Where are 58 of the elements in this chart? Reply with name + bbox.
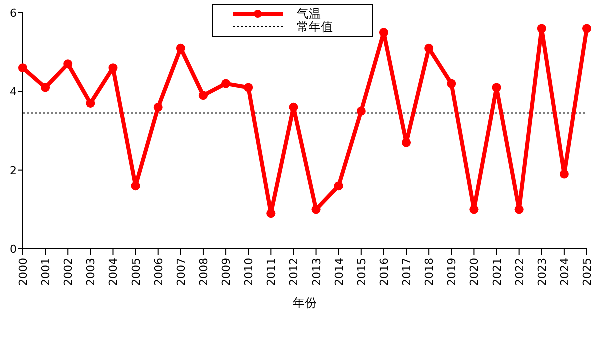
- x-tick-label: 2021: [490, 258, 504, 286]
- y-tick-label: 6: [10, 7, 17, 20]
- x-tick-label: 2020: [468, 258, 482, 286]
- x-tick-label: 2003: [84, 258, 98, 286]
- x-tick-label: 2022: [513, 258, 526, 286]
- x-tick-label: 2013: [310, 258, 324, 286]
- point: [222, 79, 231, 88]
- point: [356, 106, 366, 116]
- x-tick-label: 2016: [378, 258, 391, 286]
- point: [447, 79, 456, 88]
- x-tick-label: 2011: [265, 258, 278, 286]
- x-tick-label: 2015: [355, 258, 368, 286]
- legend-label: 常年值: [297, 20, 333, 34]
- x-tick-label: 2009: [220, 258, 234, 286]
- point: [18, 64, 28, 73]
- point: [582, 24, 592, 34]
- point: [312, 205, 321, 214]
- point: [492, 83, 502, 92]
- x-tick-label: 2018: [423, 258, 436, 286]
- point: [424, 44, 434, 53]
- point: [266, 209, 276, 218]
- x-tick-label: 2000: [17, 258, 30, 286]
- x-tick-label: 2023: [536, 258, 549, 286]
- x-tick-label: 2006: [152, 258, 166, 286]
- point: [379, 28, 388, 38]
- x-tick-label: 2025: [581, 258, 594, 286]
- x-tick-label: 2007: [174, 258, 188, 286]
- legend-label: 气温: [297, 7, 321, 21]
- point: [334, 182, 344, 191]
- x-tick-label: 2010: [242, 258, 256, 286]
- x-tick-label: 2019: [446, 258, 459, 286]
- point: [154, 102, 163, 112]
- point: [131, 182, 140, 191]
- point: [86, 98, 96, 108]
- y-tick-label: 2: [10, 164, 17, 178]
- x-tick-label: 2012: [288, 258, 301, 286]
- point: [198, 91, 208, 100]
- x-tick-label: 2005: [130, 258, 143, 286]
- y-tick-label: 0: [10, 243, 17, 256]
- x-tick-label: 2024: [558, 258, 572, 286]
- x-tick-label: 2002: [62, 258, 76, 286]
- point: [560, 170, 569, 179]
- point: [244, 83, 254, 92]
- point: [402, 138, 412, 148]
- x-tick-label: 2004: [107, 258, 120, 286]
- x-tick-label: 2014: [332, 258, 346, 286]
- x-tick-label: 2008: [197, 258, 210, 286]
- y-tick-label: 4: [10, 86, 17, 99]
- x-tick-label: 2017: [400, 258, 414, 286]
- x-tick-label: 2001: [40, 258, 53, 286]
- point: [537, 24, 546, 34]
- point: [41, 83, 50, 92]
- point: [470, 205, 479, 214]
- point: [289, 102, 298, 112]
- x-axis-title: 年份: [293, 296, 317, 310]
- point: [514, 205, 524, 214]
- point: [108, 64, 118, 73]
- point: [64, 60, 73, 69]
